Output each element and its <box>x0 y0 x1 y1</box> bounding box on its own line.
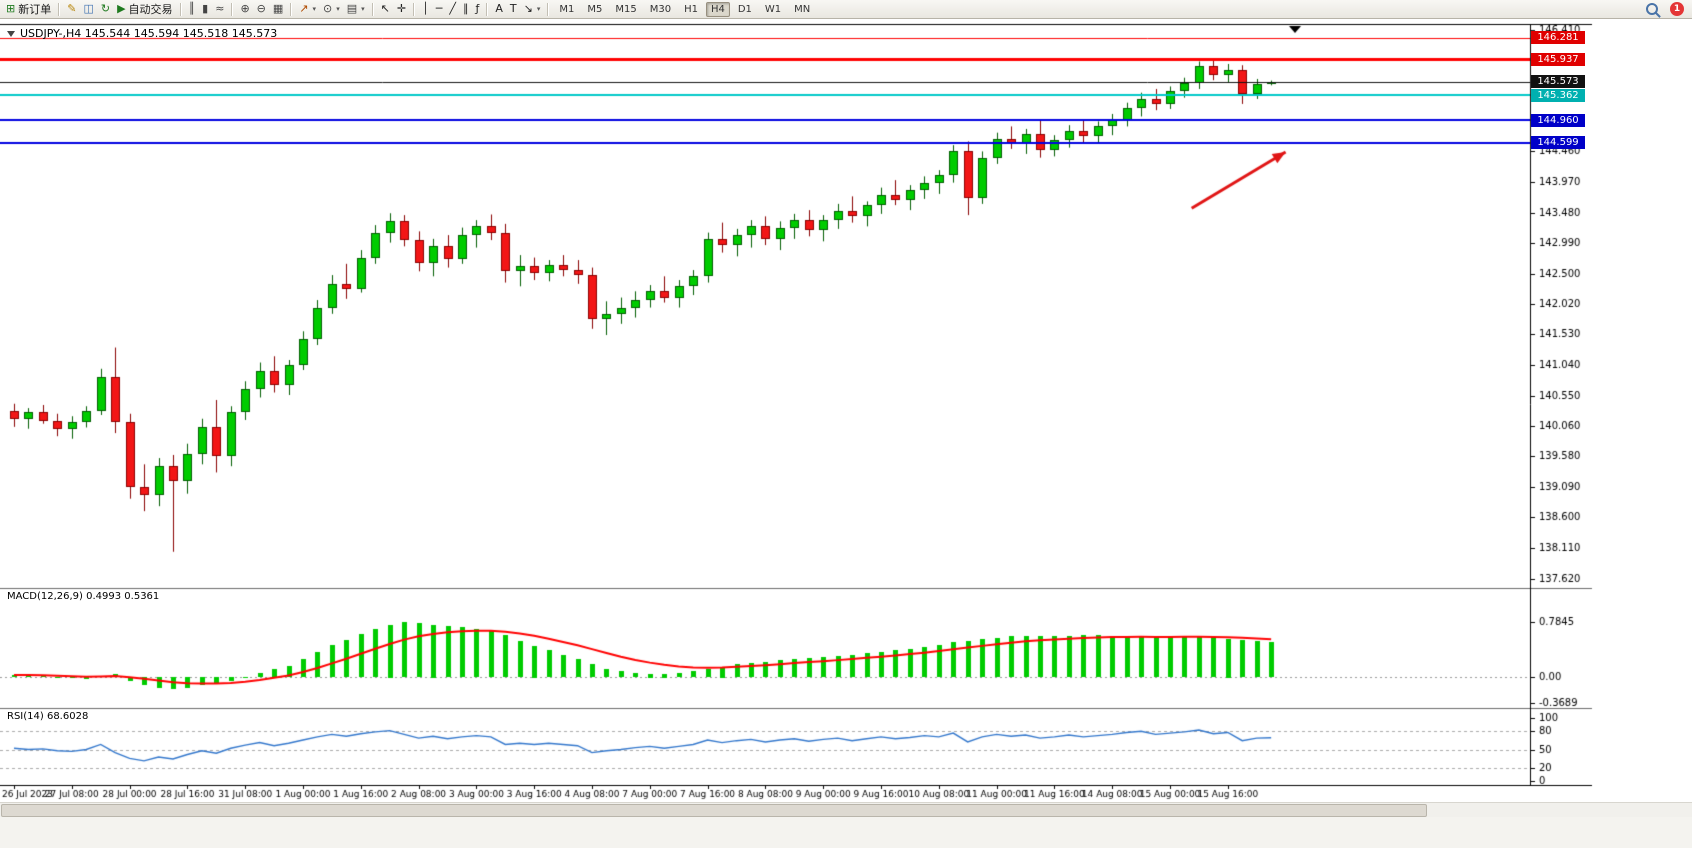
price-line-badge[interactable]: 145.937 <box>1531 52 1585 66</box>
templates-button[interactable]: ▤ ▾ <box>344 1 368 17</box>
zoom-in-icon: ⊕ <box>240 2 250 15</box>
toolbar-right-cluster: 1 <box>1646 2 1689 16</box>
horizontal-scrollbar[interactable] <box>0 802 1692 817</box>
new-order-button[interactable]: ⊞ 新订单 <box>3 1 54 17</box>
algo-trading-button[interactable]: ▶ 自动交易 <box>114 1 175 17</box>
chart-collapse-icon[interactable] <box>7 30 15 37</box>
price-line-badge[interactable]: 144.599 <box>1531 136 1585 150</box>
search-icon[interactable] <box>1646 3 1658 15</box>
macd-indicator-label: MACD(12,26,9) 0.4993 0.5361 <box>7 591 160 602</box>
new-order-icon: ⊞ <box>6 2 16 15</box>
market-watch-button[interactable]: ◫ <box>80 1 96 17</box>
timeframe-m30-button[interactable]: M30 <box>649 3 672 15</box>
price-line-badge[interactable]: 146.281 <box>1531 31 1585 45</box>
toolbar-separator <box>413 2 416 16</box>
dropdown-caret-icon: ▾ <box>536 5 541 13</box>
equidistant-channel-button[interactable]: ∥ <box>460 1 472 17</box>
candlestick-chart-icon: ▮ <box>202 2 209 15</box>
tile-windows-button[interactable]: ▦ <box>270 1 286 17</box>
horizontal-line-button[interactable]: ─ <box>433 1 446 17</box>
dropdown-caret-icon: ▾ <box>361 5 365 13</box>
arrow-objects-button[interactable]: ↘ ▾ <box>521 1 544 17</box>
crosshair-button[interactable]: ✛ <box>394 1 409 17</box>
toolbar-separator <box>231 2 234 16</box>
templates-icon: ▤ <box>346 2 358 15</box>
toolbar-separator <box>486 2 489 16</box>
timeframe-h1-button[interactable]: H1 <box>684 3 698 15</box>
zoom-out-icon: ⊖ <box>256 2 266 15</box>
timeframe-w1-button[interactable]: W1 <box>764 3 782 15</box>
scrollbar-thumb[interactable] <box>1 804 1427 817</box>
toolbar-separator <box>58 2 61 16</box>
line-chart-button[interactable]: ≈ <box>212 1 227 17</box>
metaeditor-icon: ✎ <box>67 2 77 15</box>
timeframe-h4-button[interactable]: H4 <box>705 1 730 17</box>
fibonacci-icon: ƒ <box>475 2 480 15</box>
metaeditor-button[interactable]: ✎ <box>64 1 79 17</box>
chart-title-text: USDJPY-,H4 145.544 145.594 145.518 145.5… <box>20 27 278 40</box>
refresh-button[interactable]: ↻ <box>98 1 113 17</box>
dropdown-caret-icon: ▾ <box>336 5 340 13</box>
notifications-badge[interactable]: 1 <box>1670 2 1684 16</box>
chart-title: USDJPY-,H4 145.544 145.594 145.518 145.5… <box>7 27 277 40</box>
bar-chart-icon: ║ <box>188 2 196 15</box>
timeframe-d1-button[interactable]: D1 <box>737 3 752 15</box>
text-label-icon: T <box>509 2 517 15</box>
refresh-icon: ↻ <box>100 2 111 15</box>
periods-button[interactable]: ⊙ ▾ <box>320 1 343 17</box>
indicators-icon: ↗ <box>299 2 309 15</box>
algo-trading-button-label: 自动交易 <box>128 3 173 16</box>
algo-trading-icon: ▶ <box>117 2 126 15</box>
price-line-badge[interactable]: 145.573 <box>1531 75 1585 89</box>
timeframe-mn-button[interactable]: MN <box>794 3 811 15</box>
status-bar <box>0 817 1692 848</box>
candlestick-chart-button[interactable]: ▮ <box>199 1 211 17</box>
zoom-in-button[interactable]: ⊕ <box>237 1 252 17</box>
fibonacci-button[interactable]: ƒ <box>472 1 482 17</box>
price-line-badge[interactable]: 144.960 <box>1531 113 1585 127</box>
cursor-button[interactable]: ↖ <box>378 1 393 17</box>
arrow-objects-icon: ↘ <box>523 2 533 15</box>
new-order-button-label: 新订单 <box>18 3 52 16</box>
text-button[interactable]: A <box>492 1 506 17</box>
periods-icon: ⊙ <box>323 2 333 15</box>
toolbar-separator <box>371 2 374 16</box>
text-label-button[interactable]: T <box>507 1 520 17</box>
bar-chart-button[interactable]: ║ <box>186 1 199 17</box>
crosshair-icon: ✛ <box>396 2 407 15</box>
vertical-line-button[interactable]: │ <box>419 1 432 17</box>
equidistant-channel-icon: ∥ <box>462 2 469 15</box>
tile-windows-icon: ▦ <box>272 2 284 15</box>
indicators-button[interactable]: ↗ ▾ <box>296 1 319 17</box>
timeframe-m15-button[interactable]: M15 <box>615 3 637 15</box>
trendline-icon: ╱ <box>449 2 456 15</box>
text-icon: A <box>495 2 503 15</box>
price-line-badge[interactable]: 145.362 <box>1531 88 1585 102</box>
trendline-button[interactable]: ╱ <box>446 1 459 17</box>
timeframe-m1-button[interactable]: M1 <box>559 3 575 15</box>
toolbar-separator <box>547 2 550 16</box>
toolbar-separator <box>290 2 293 16</box>
toolbar: ⊞ 新订单 ✎ ◫ ↻ ▶ 自动交易 ║ ▮ ≈ ⊕ ⊖ ▦ ↗ ▾ ⊙ ▾ ▤ ▾ ↖ ✛ │ ─ ╱ ∥ ƒ A T ↘ ▾ M1 M5 M… <box>0 0 1692 19</box>
horizontal-line-icon: ─ <box>435 2 443 15</box>
rsi-indicator-label: RSI(14) 68.6028 <box>7 711 89 722</box>
vertical-line-icon: │ <box>422 2 429 15</box>
line-chart-icon: ≈ <box>215 2 225 15</box>
zoom-out-button[interactable]: ⊖ <box>254 1 269 17</box>
toolbar-separator <box>179 2 182 16</box>
cursor-icon: ↖ <box>380 2 390 15</box>
dropdown-caret-icon: ▾ <box>312 5 317 13</box>
market-watch-icon: ◫ <box>83 2 94 15</box>
timeframe-m5-button[interactable]: M5 <box>587 3 603 15</box>
